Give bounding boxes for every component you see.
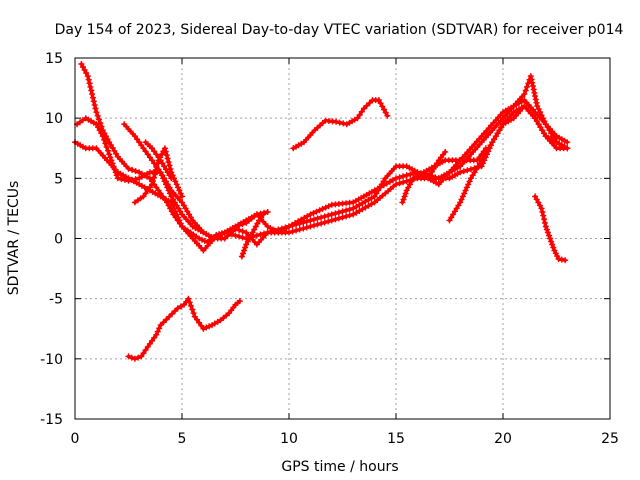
- x-axis-label: GPS time / hours: [281, 459, 398, 475]
- y-tick-label: 10: [45, 111, 63, 127]
- y-tick-label: 5: [54, 171, 63, 187]
- x-tick-label: 10: [280, 431, 298, 447]
- series-track-7: [238, 211, 267, 260]
- series-markers: [142, 139, 175, 182]
- data-series: [72, 61, 571, 362]
- x-tick-label: 5: [178, 431, 187, 447]
- series-track-8: [446, 103, 571, 224]
- chart-title: Day 154 of 2023, Sidereal Day-to-day VTE…: [55, 22, 624, 38]
- series-markers: [125, 295, 243, 362]
- series-markers: [290, 97, 391, 152]
- series-markers: [446, 103, 571, 224]
- series-markers: [532, 193, 569, 264]
- series-track-6: [142, 139, 175, 182]
- y-tick-label: -15: [40, 412, 63, 428]
- x-tick-label: 20: [494, 431, 512, 447]
- series-track-11: [290, 97, 391, 152]
- y-tick-label: -5: [49, 292, 63, 308]
- x-tick-label: 15: [387, 431, 405, 447]
- series-markers: [121, 73, 571, 242]
- series-track-13: [532, 193, 569, 264]
- series-markers: [238, 211, 267, 260]
- y-tick-label: -10: [40, 352, 63, 368]
- axis-ticks: 0 5 10 15 20 25 -15 -10 -5 0 5 10 15: [40, 51, 619, 447]
- y-tick-label: 15: [45, 51, 63, 67]
- y-axis-label: SDTVAR / TECUs: [6, 181, 22, 296]
- y-tick-label: 0: [54, 232, 63, 248]
- series-track-10: [418, 148, 449, 178]
- x-tick-label: 0: [71, 431, 80, 447]
- series-track-4: [121, 73, 571, 242]
- x-tick-label: 25: [601, 431, 619, 447]
- series-markers: [418, 148, 449, 178]
- series-track-12: [125, 295, 243, 362]
